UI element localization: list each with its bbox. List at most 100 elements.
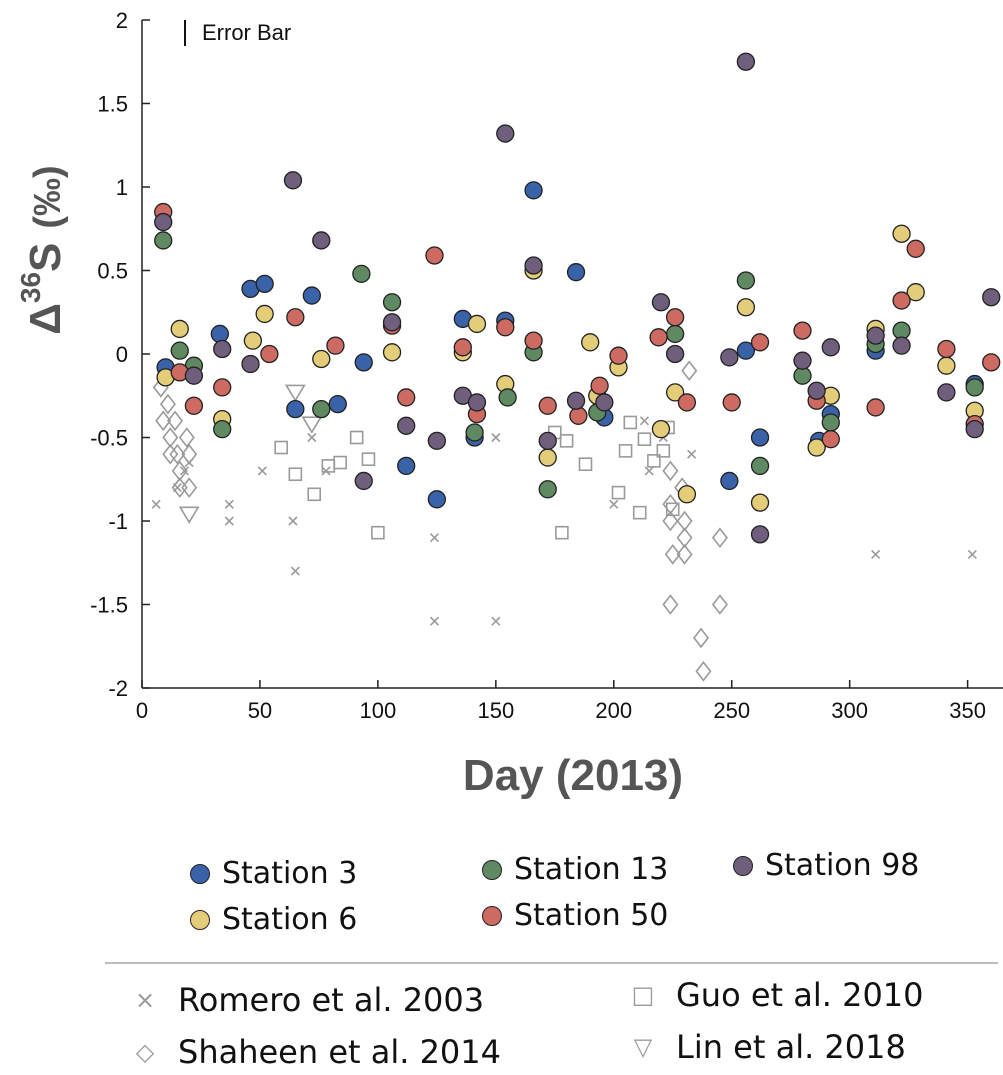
romero-point bbox=[639, 416, 650, 426]
guo-point bbox=[371, 525, 385, 540]
romero-point bbox=[429, 616, 440, 626]
x-tick-label: 300 bbox=[831, 698, 868, 723]
station-50-point bbox=[590, 376, 609, 395]
station-6-point bbox=[312, 349, 331, 369]
station-98-point bbox=[566, 391, 586, 410]
shaheen-point bbox=[178, 427, 195, 448]
guo-point bbox=[637, 432, 652, 446]
station-50-point bbox=[722, 393, 741, 412]
shaheen-point bbox=[676, 544, 693, 565]
station-6-point bbox=[906, 283, 925, 302]
legend-dot-station-3 bbox=[190, 863, 210, 884]
station-3-point bbox=[397, 456, 416, 476]
shaheen-point bbox=[676, 510, 693, 532]
station-50-point bbox=[665, 308, 685, 327]
y-tick-label: -0.5 bbox=[90, 426, 128, 451]
guo-point bbox=[559, 434, 574, 448]
y-tick-label: 1 bbox=[116, 175, 128, 200]
guo-point bbox=[555, 525, 569, 540]
station-13-point bbox=[498, 388, 517, 407]
x-tick-label: 100 bbox=[360, 698, 397, 723]
station-13-point bbox=[965, 378, 984, 397]
station-3-point bbox=[255, 274, 274, 294]
station-98-point bbox=[595, 393, 614, 412]
station-98-point bbox=[184, 366, 204, 385]
station-50-point bbox=[496, 318, 515, 337]
romero-point bbox=[967, 549, 977, 559]
x-axis-label: Day (2013) bbox=[463, 751, 683, 800]
legend-item-shaheen: ◇ Shaheen et al. 2014 bbox=[130, 1033, 501, 1071]
station-98-point bbox=[241, 354, 260, 374]
shaheen-point bbox=[167, 410, 184, 432]
guo-point bbox=[656, 444, 671, 458]
legend-item-station-3: Station 3 bbox=[190, 856, 357, 891]
x-tick-label: 350 bbox=[949, 698, 986, 723]
station-50-point bbox=[821, 430, 840, 449]
station-98-point bbox=[720, 348, 739, 367]
y-axis-label: Δ36S (‰) bbox=[15, 165, 70, 334]
station-3-point bbox=[524, 181, 543, 200]
station-98-point bbox=[154, 212, 173, 232]
station-6-point bbox=[243, 331, 263, 350]
legend-label-station-3: Station 3 bbox=[222, 856, 358, 891]
legend-item-station-50: Station 50 bbox=[482, 898, 668, 933]
station-3-point bbox=[750, 428, 770, 447]
guo-point bbox=[349, 430, 364, 445]
station-13-point bbox=[213, 419, 232, 439]
station-points bbox=[154, 52, 1001, 544]
shaheen-point bbox=[711, 527, 728, 549]
station-3-point bbox=[354, 353, 373, 372]
station-50-point bbox=[649, 328, 668, 347]
station-98-point bbox=[312, 231, 331, 250]
romero-point bbox=[644, 466, 654, 476]
y-tick-label: -2 bbox=[108, 676, 128, 701]
legend-item-lin: ▽ Lin et al. 2018 bbox=[628, 1028, 906, 1066]
station-13-point bbox=[352, 264, 371, 283]
error-bar-key: Error Bar bbox=[184, 20, 291, 46]
guo-point bbox=[288, 467, 303, 482]
axes: 0 50 100 150 200 250 300 350 -2 -1.5 -1 -0.5 0 0.5 1 1.… bbox=[90, 8, 1003, 723]
legend-item-station-6: Station 6 bbox=[190, 902, 357, 937]
legend-label-station-50: Station 50 bbox=[514, 898, 669, 933]
romero-point bbox=[257, 466, 267, 476]
station-98-point bbox=[651, 293, 671, 312]
station-50-point bbox=[750, 333, 770, 352]
station-50-point bbox=[213, 378, 232, 397]
station-98-point bbox=[937, 383, 956, 402]
shaheen-point bbox=[155, 410, 172, 432]
shaheen-point bbox=[159, 393, 176, 415]
station-50-point bbox=[425, 246, 444, 265]
station-50-point bbox=[906, 239, 925, 258]
station-98-point bbox=[793, 351, 812, 370]
station-50-point bbox=[260, 344, 279, 364]
station-6-point bbox=[807, 438, 826, 457]
y-axis-label-unit: (‰) bbox=[27, 165, 69, 228]
legend-dot-station-50 bbox=[482, 905, 502, 926]
shaheen-point bbox=[711, 594, 728, 615]
station-98-point bbox=[283, 171, 303, 190]
x-tick-label: 0 bbox=[136, 698, 148, 723]
station-98-point bbox=[982, 288, 1001, 307]
guo-point bbox=[307, 487, 322, 502]
y-tick-label: 2 bbox=[116, 8, 128, 33]
station-13-point bbox=[538, 480, 557, 499]
x-mark-icon: × bbox=[134, 986, 156, 1014]
station-6-point bbox=[581, 333, 600, 352]
station-50-point bbox=[569, 406, 588, 425]
legend-label-guo: Guo et al. 2010 bbox=[676, 976, 924, 1014]
lin-point bbox=[301, 416, 323, 434]
legend-label-shaheen: Shaheen et al. 2014 bbox=[178, 1033, 501, 1071]
shaheen-point bbox=[662, 493, 679, 515]
station-13-point bbox=[736, 271, 756, 290]
y-axis-label-prefix: Δ bbox=[21, 303, 70, 335]
y-axis-label-main: S bbox=[21, 243, 70, 272]
legend-label-station-98: Station 98 bbox=[765, 848, 920, 883]
station-3-point bbox=[427, 490, 447, 509]
romero-point bbox=[491, 432, 501, 443]
legend-label-station-13: Station 13 bbox=[514, 852, 669, 887]
station-6-point bbox=[651, 419, 671, 439]
y-tick-label: 1.5 bbox=[97, 92, 128, 117]
y-axis-label-superscript: 36 bbox=[15, 272, 46, 303]
scatter-chart: 0 50 100 150 200 250 300 350 -2 -1.5 -1 -0.5 0 0.5 1 1.… bbox=[15, 8, 1003, 800]
guo-point bbox=[611, 485, 626, 500]
